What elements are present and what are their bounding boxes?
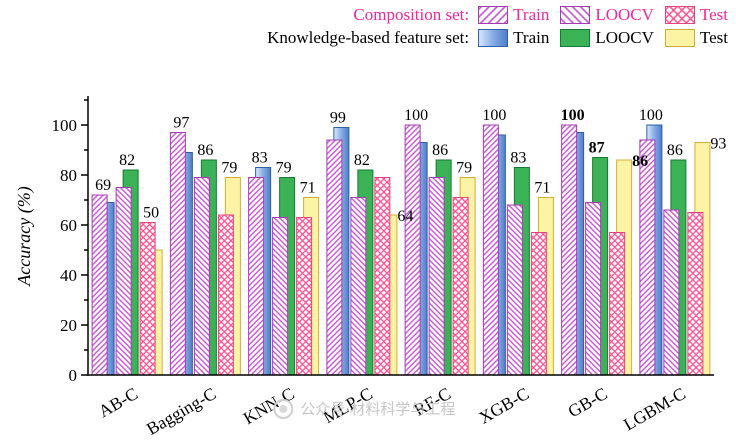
legend-item-label: LOOCV [595, 28, 654, 47]
bar-value-label-Bagging-C-test: 79 [221, 160, 237, 177]
blue-swatch-icon [478, 29, 509, 47]
bar-value-label-MLP-C-test: 64 [397, 208, 413, 225]
bar-comp_loocv-LGBM-C [663, 209, 680, 376]
legend-item-label: Test [699, 5, 728, 24]
bar-comp_test-Bagging-C [217, 214, 234, 376]
bar-value-label-MLP-C-train: 99 [330, 110, 346, 127]
bar-comp_test-GB-C [609, 232, 626, 376]
y-axis-label: Accuracy (%) [14, 186, 35, 286]
legend-item-loocv: LOOCV [560, 28, 654, 48]
legend-item-train: Train [478, 5, 549, 25]
green-swatch-icon [560, 29, 591, 47]
bar-comp_loocv-AB-C [115, 187, 132, 376]
bar-value-label-AB-C-train: 69 [95, 177, 111, 194]
bar-comp_train-AB-C [91, 194, 108, 376]
x-category-label-AB-C: AB-C [95, 383, 141, 421]
legend-item-label: LOOCV [595, 5, 654, 24]
bar-comp_train-RF-C [404, 124, 421, 376]
legend: Composition set: Train LOOCV Test Knowledg… [267, 5, 728, 48]
bar-comp_train-KNN-C [248, 177, 265, 376]
legend-item-label: Train [513, 28, 550, 47]
y-tick-label-20: 20 [60, 316, 77, 335]
legend-item-label: Train [513, 5, 550, 24]
bar-value-label-Bagging-C-train: 97 [173, 115, 189, 132]
legend-row-composition: Composition set: Train LOOCV Test [353, 5, 728, 25]
y-tick-label-60: 60 [60, 216, 77, 235]
bar-comp_test-KNN-C [296, 217, 313, 376]
y-tick-label-0: 0 [69, 366, 78, 385]
legend-item-test: Test [664, 5, 728, 25]
legend-item-test: Test [664, 28, 728, 48]
bar-value-label-XGB-C-train: 100 [482, 107, 506, 124]
x-category-label-GB-C: GB-C [564, 383, 610, 421]
bar-value-label-LGBM-C-test: 93 [710, 136, 726, 153]
bar-comp_loocv-XGB-C [506, 204, 523, 376]
legend-items-composition: Train LOOCV Test [478, 5, 728, 25]
bar-value-label-KNN-C-loocv: 79 [276, 160, 292, 177]
bar-comp_test-RF-C [452, 197, 469, 376]
legend-item-loocv: LOOCV [560, 5, 654, 25]
bar-comp_test-AB-C [139, 222, 156, 376]
bar-comp_test-XGB-C [530, 232, 547, 376]
x-category-label-LGBM-C: LGBM-C [620, 383, 689, 434]
bar-value-label-AB-C-loocv: 82 [119, 152, 135, 169]
bar-comp_loocv-GB-C [585, 202, 602, 376]
bar-value-label-XGB-C-loocv: 83 [510, 150, 526, 167]
x-category-label-RF-C: RF-C [410, 383, 454, 420]
bar-comp_train-MLP-C [326, 139, 343, 376]
legend-item-label: Test [699, 28, 728, 47]
bar-comp_loocv-RF-C [428, 177, 445, 376]
bar-value-label-GB-C-loocv: 87 [589, 140, 605, 157]
legend-title-composition: Composition set: [353, 5, 470, 24]
bar-comp_test-LGBM-C [687, 212, 704, 376]
legend-item-train: Train [478, 28, 549, 48]
bar-value-label-RF-C-loocv: 86 [432, 142, 448, 159]
bar-value-label-RF-C-train: 100 [404, 107, 428, 124]
bar-value-label-MLP-C-loocv: 82 [354, 152, 370, 169]
y-tick-label-100: 100 [52, 116, 78, 135]
bar-comp_loocv-KNN-C [272, 217, 289, 376]
bar-value-label-Bagging-C-loocv: 86 [197, 142, 213, 159]
bar-comp_loocv-Bagging-C [193, 177, 210, 376]
bar-value-label-KNN-C-test: 71 [300, 180, 316, 197]
bar-value-label-LGBM-C-loocv: 86 [667, 142, 683, 159]
bar-value-label-XGB-C-test: 71 [534, 180, 550, 197]
bar-comp_loocv-MLP-C [350, 197, 367, 376]
bar-value-label-AB-C-test: 50 [143, 205, 159, 222]
legend-items-knowledge: Train LOOCV Test [478, 28, 728, 48]
bar-value-label-GB-C-train: 100 [561, 107, 585, 124]
bar-comp_train-Bagging-C [169, 132, 186, 376]
bar-value-label-KNN-C-train: 83 [252, 150, 268, 167]
bar-comp_train-LGBM-C [639, 139, 656, 376]
hatch-down-swatch-icon [560, 6, 591, 24]
bar-comp_test-MLP-C [374, 177, 391, 376]
yellow-swatch-icon [664, 29, 695, 47]
bar-value-label-LGBM-C-train: 100 [639, 107, 663, 124]
hatch-up-swatch-icon [478, 6, 509, 24]
legend-title-knowledge: Knowledge-based feature set: [267, 28, 470, 47]
bar-comp_train-XGB-C [482, 124, 499, 376]
x-category-label-XGB-C: XGB-C [475, 383, 532, 428]
crosshatch-swatch-icon [664, 6, 695, 24]
bar-value-label-RF-C-test: 79 [456, 160, 472, 177]
x-category-label-Bagging-C: Bagging-C [143, 383, 220, 439]
y-tick-label-40: 40 [60, 266, 77, 285]
x-category-label-MLP-C: MLP-C [320, 383, 376, 427]
bar-value-label-GB-C-test: 86 [632, 153, 648, 170]
bar-comp_train-GB-C [561, 124, 578, 376]
legend-row-knowledge: Knowledge-based feature set: Train LOOCV T… [267, 28, 728, 48]
x-category-label-KNN-C: KNN-C [240, 383, 298, 428]
y-tick-label-80: 80 [60, 166, 77, 185]
